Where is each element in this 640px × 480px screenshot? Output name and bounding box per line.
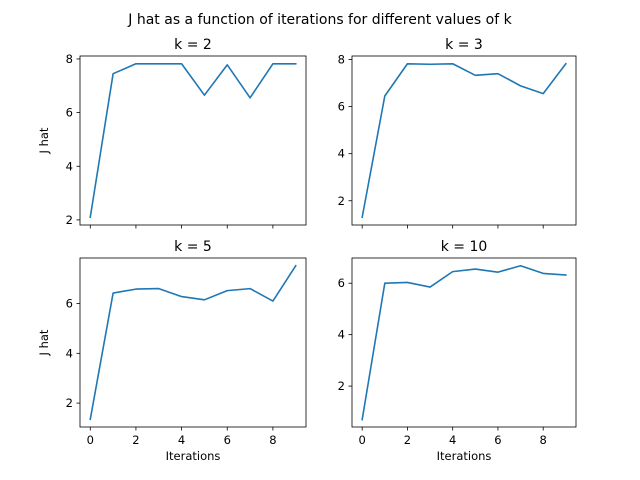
y-tick-label: 2 [338,194,345,208]
y-tick-label: 2 [338,379,345,393]
subplot-3: k = 5 2 4 6 0 2 4 6 8 J hat Iterations [37,239,307,463]
x-tick-label: 2 [404,433,411,447]
x-tick-label: 8 [540,433,547,447]
y-tick-label: 8 [338,53,345,67]
y-tick-label: 4 [338,328,345,342]
x-tick-label: 6 [494,433,501,447]
axes-frame [79,55,307,226]
subplot-title: k = 5 [174,239,212,255]
subplot-4: k = 10 2 4 6 0 2 4 6 8 Iterations [338,239,577,463]
subplot-title: k = 3 [445,37,483,53]
axes-frame [351,55,577,226]
series-line [89,264,297,421]
subplot-1: k = 2 2 4 6 8 J hat [37,37,307,229]
y-tick-label: 4 [66,346,73,360]
series-line [361,62,567,219]
y-tick-label: 4 [66,159,73,173]
subplot-2: k = 3 2 4 6 8 [338,37,577,229]
series-line [89,62,297,219]
y-tick-label: 2 [66,213,73,227]
y-tick-label: 8 [66,52,73,66]
x-axis-label: Iterations [166,449,221,463]
axes-frame [79,257,307,428]
x-axis-label: Iterations [437,449,492,463]
y-tick-label: 6 [66,106,73,120]
y-axis-label: J hat [37,127,51,154]
y-tick-label: 4 [338,147,345,161]
x-tick-label: 0 [359,433,366,447]
x-tick-label: 4 [178,433,185,447]
subplot-title: k = 10 [441,239,488,255]
y-tick-label: 6 [338,100,345,114]
y-tick-label: 6 [66,297,73,311]
y-tick-label: 6 [338,276,345,290]
figure-title: J hat as a function of iterations for di… [127,12,512,28]
x-tick-label: 0 [87,433,94,447]
series-line [361,264,567,421]
y-axis-label: J hat [37,329,51,356]
x-tick-label: 4 [449,433,456,447]
x-tick-label: 2 [132,433,139,447]
y-tick-label: 2 [66,396,73,410]
x-tick-label: 6 [224,433,231,447]
axes-frame [351,257,577,428]
subplot-title: k = 2 [174,37,212,53]
x-tick-label: 8 [269,433,276,447]
